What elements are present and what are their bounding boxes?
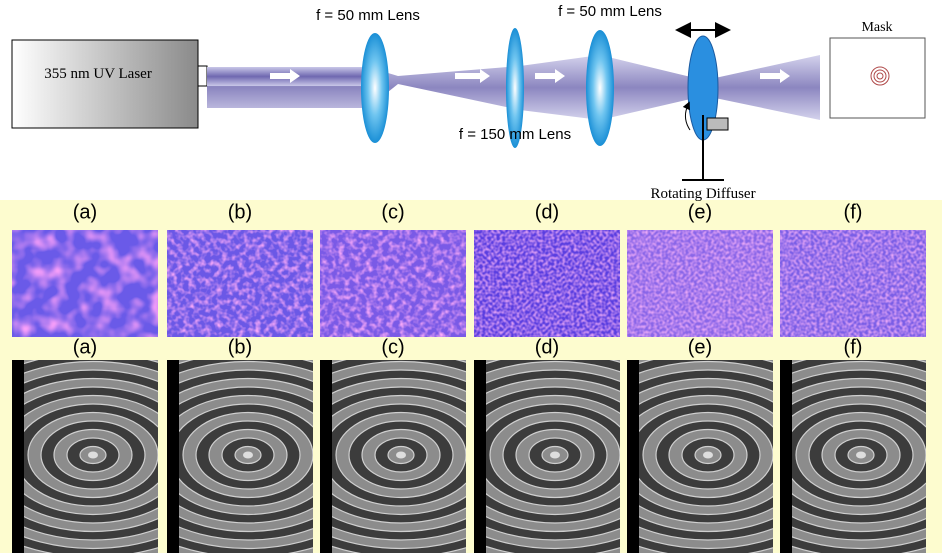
- lens-label: f = 50 mm Lens: [316, 7, 420, 24]
- panel-label: (c): [381, 336, 404, 358]
- panel-label: (d): [535, 336, 559, 358]
- panel-label: (a): [73, 336, 97, 358]
- sem-info-bar: [320, 360, 332, 553]
- sem-center: [243, 452, 253, 459]
- speckle-noise: [474, 230, 620, 337]
- sem-info-bar: [167, 360, 179, 553]
- lens-label: f = 150 mm Lens: [459, 126, 571, 143]
- lens: [361, 33, 389, 143]
- panel-label: (b): [228, 201, 252, 223]
- laser-label: 355 nm UV Laser: [44, 66, 152, 82]
- speckle-noise: [627, 230, 773, 337]
- speckle-noise: [12, 230, 158, 337]
- sem-center: [88, 452, 98, 459]
- laser-box: [12, 40, 198, 128]
- sem-info-bar: [12, 360, 24, 553]
- panel-label: (e): [688, 201, 712, 223]
- sem-center: [703, 452, 713, 459]
- speckle-noise: [320, 230, 466, 337]
- panel-label: (b): [228, 336, 252, 358]
- laser-nozzle: [198, 66, 207, 86]
- panel-label: (a): [73, 201, 97, 223]
- lens: [586, 30, 614, 146]
- sem-info-bar: [474, 360, 486, 553]
- speckle-noise: [167, 230, 313, 337]
- diffuser-label: Rotating Diffuser: [650, 186, 755, 202]
- figure: 355 nm UV Laser f = 50 mm Lens f = 150 m…: [0, 0, 942, 553]
- sem-center: [396, 452, 406, 459]
- panel-label: (c): [381, 201, 404, 223]
- sem-info-bar: [627, 360, 639, 553]
- sem-center: [856, 452, 866, 459]
- lens-label: f = 50 mm Lens: [558, 3, 662, 20]
- panel-label: (d): [535, 201, 559, 223]
- mask-label: Mask: [861, 20, 892, 35]
- panel-label: (f): [844, 201, 863, 223]
- sem-center: [550, 452, 560, 459]
- panel-label: (e): [688, 336, 712, 358]
- speckle-noise: [780, 230, 926, 337]
- panel-label: (f): [844, 336, 863, 358]
- motor: [707, 118, 728, 130]
- sem-info-bar: [780, 360, 792, 553]
